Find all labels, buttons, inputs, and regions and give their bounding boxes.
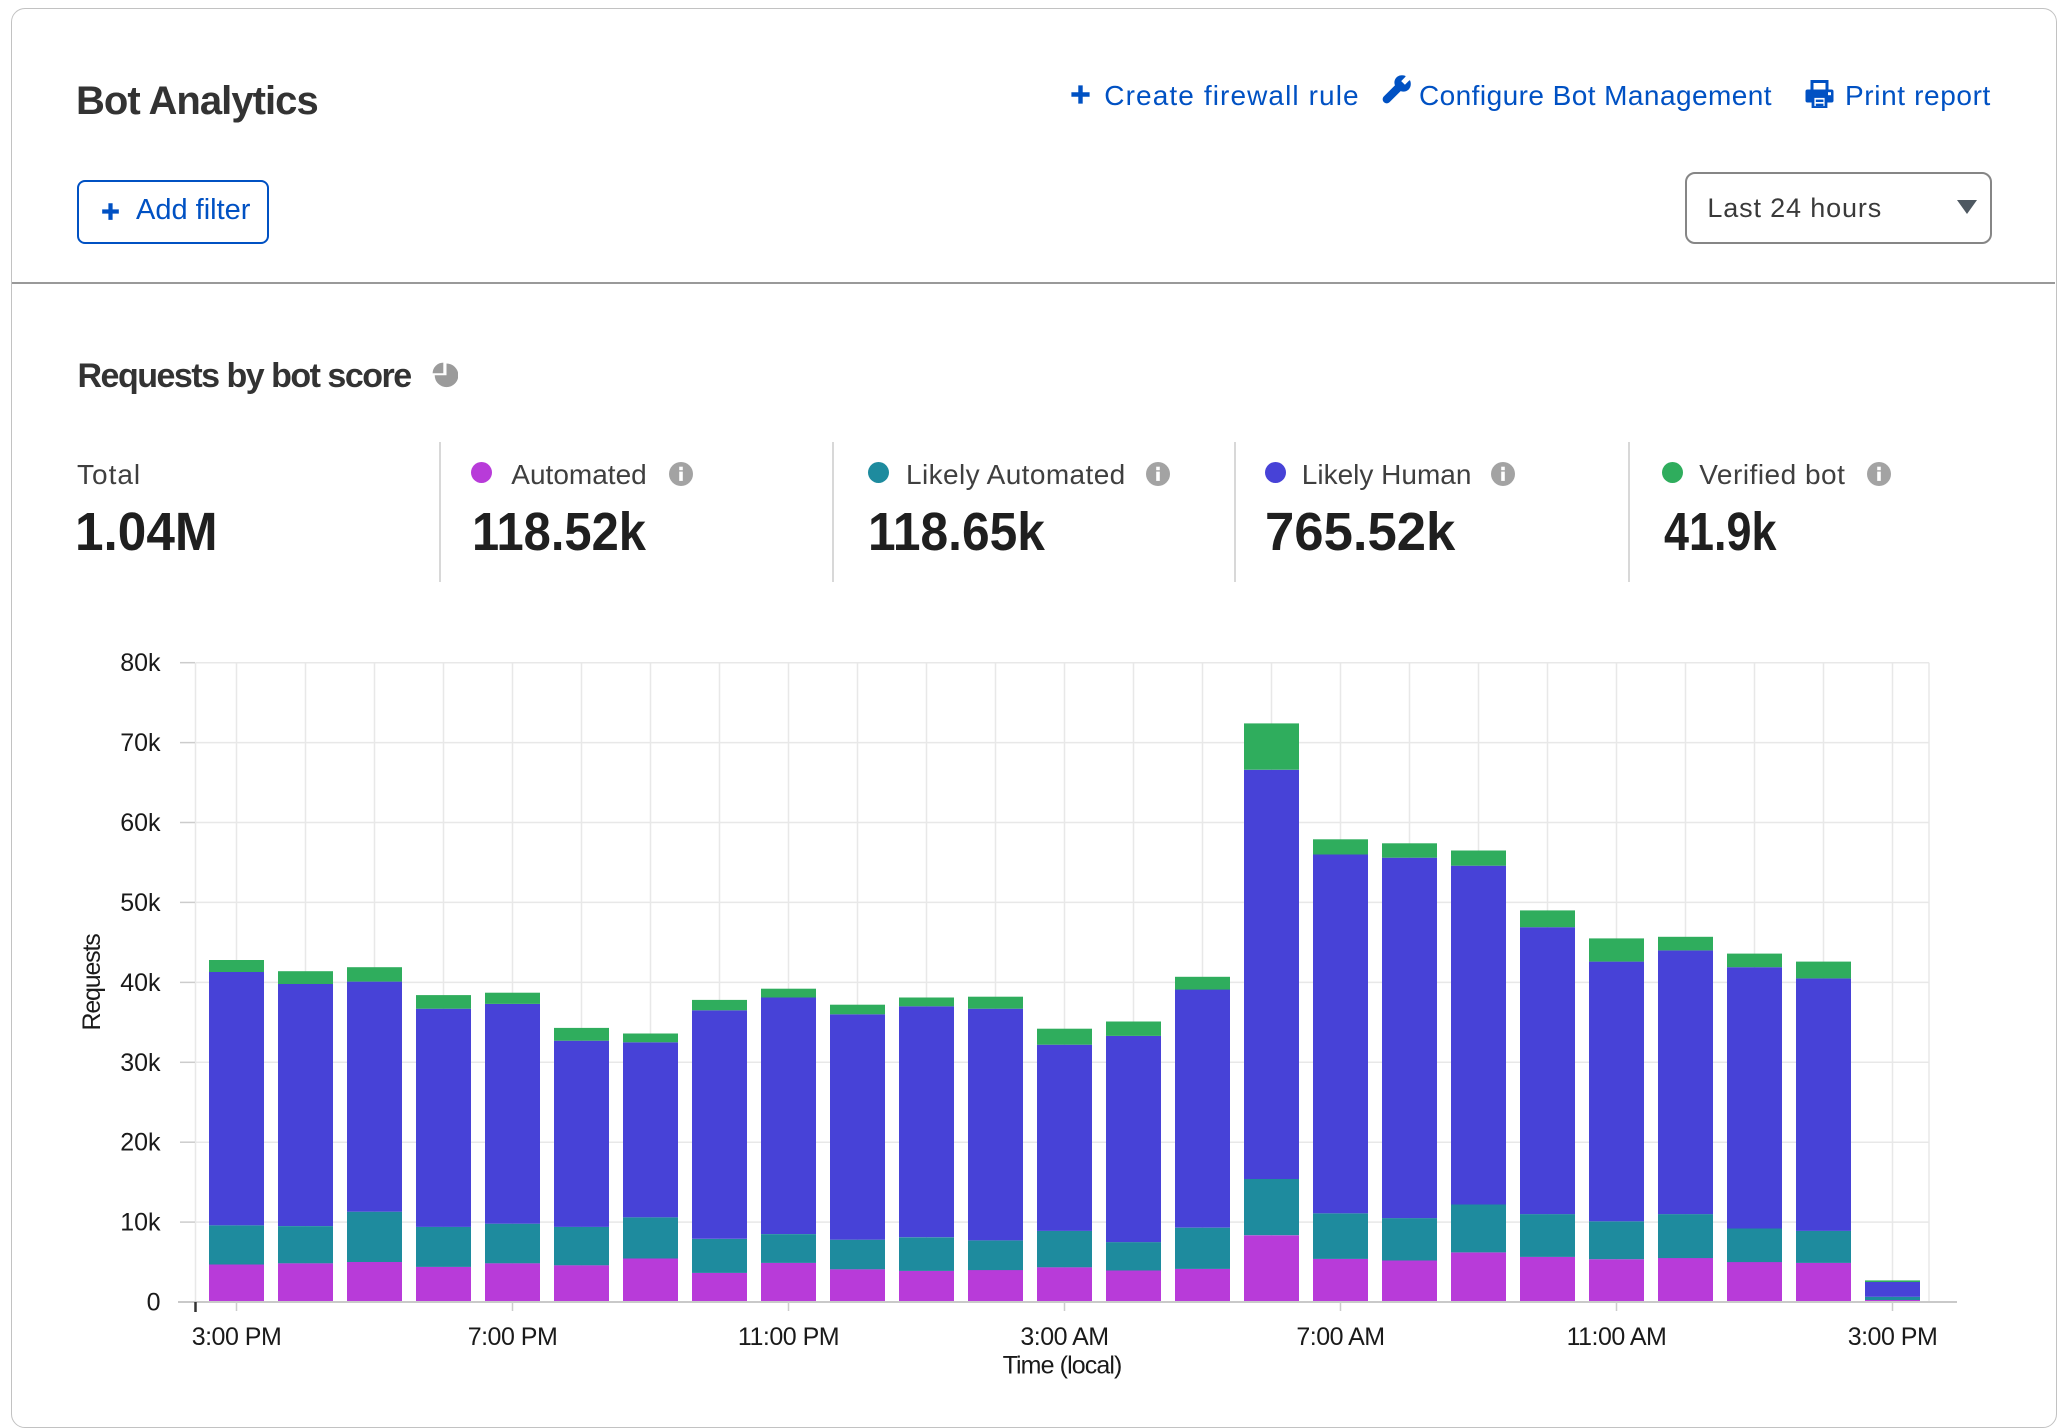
svg-text:20k: 20k <box>120 1129 161 1157</box>
svg-text:70k: 70k <box>120 729 161 757</box>
svg-text:7:00 AM: 7:00 AM <box>1296 1323 1384 1351</box>
svg-text:11:00 PM: 11:00 PM <box>738 1323 839 1351</box>
svg-text:3:00 PM: 3:00 PM <box>1848 1323 1938 1351</box>
svg-text:50k: 50k <box>120 889 161 917</box>
svg-text:60k: 60k <box>120 809 161 837</box>
svg-text:3:00 PM: 3:00 PM <box>192 1323 282 1351</box>
svg-text:11:00 AM: 11:00 AM <box>1567 1323 1667 1351</box>
svg-text:40k: 40k <box>120 969 161 997</box>
svg-text:3:00 AM: 3:00 AM <box>1020 1323 1108 1351</box>
svg-text:80k: 80k <box>120 649 161 677</box>
svg-text:0: 0 <box>147 1289 161 1317</box>
svg-text:30k: 30k <box>120 1049 161 1077</box>
svg-text:10k: 10k <box>120 1209 161 1237</box>
svg-text:7:00 PM: 7:00 PM <box>468 1323 558 1351</box>
svg-text:Time (local): Time (local) <box>1003 1352 1122 1380</box>
svg-text:Requests: Requests <box>78 934 106 1031</box>
